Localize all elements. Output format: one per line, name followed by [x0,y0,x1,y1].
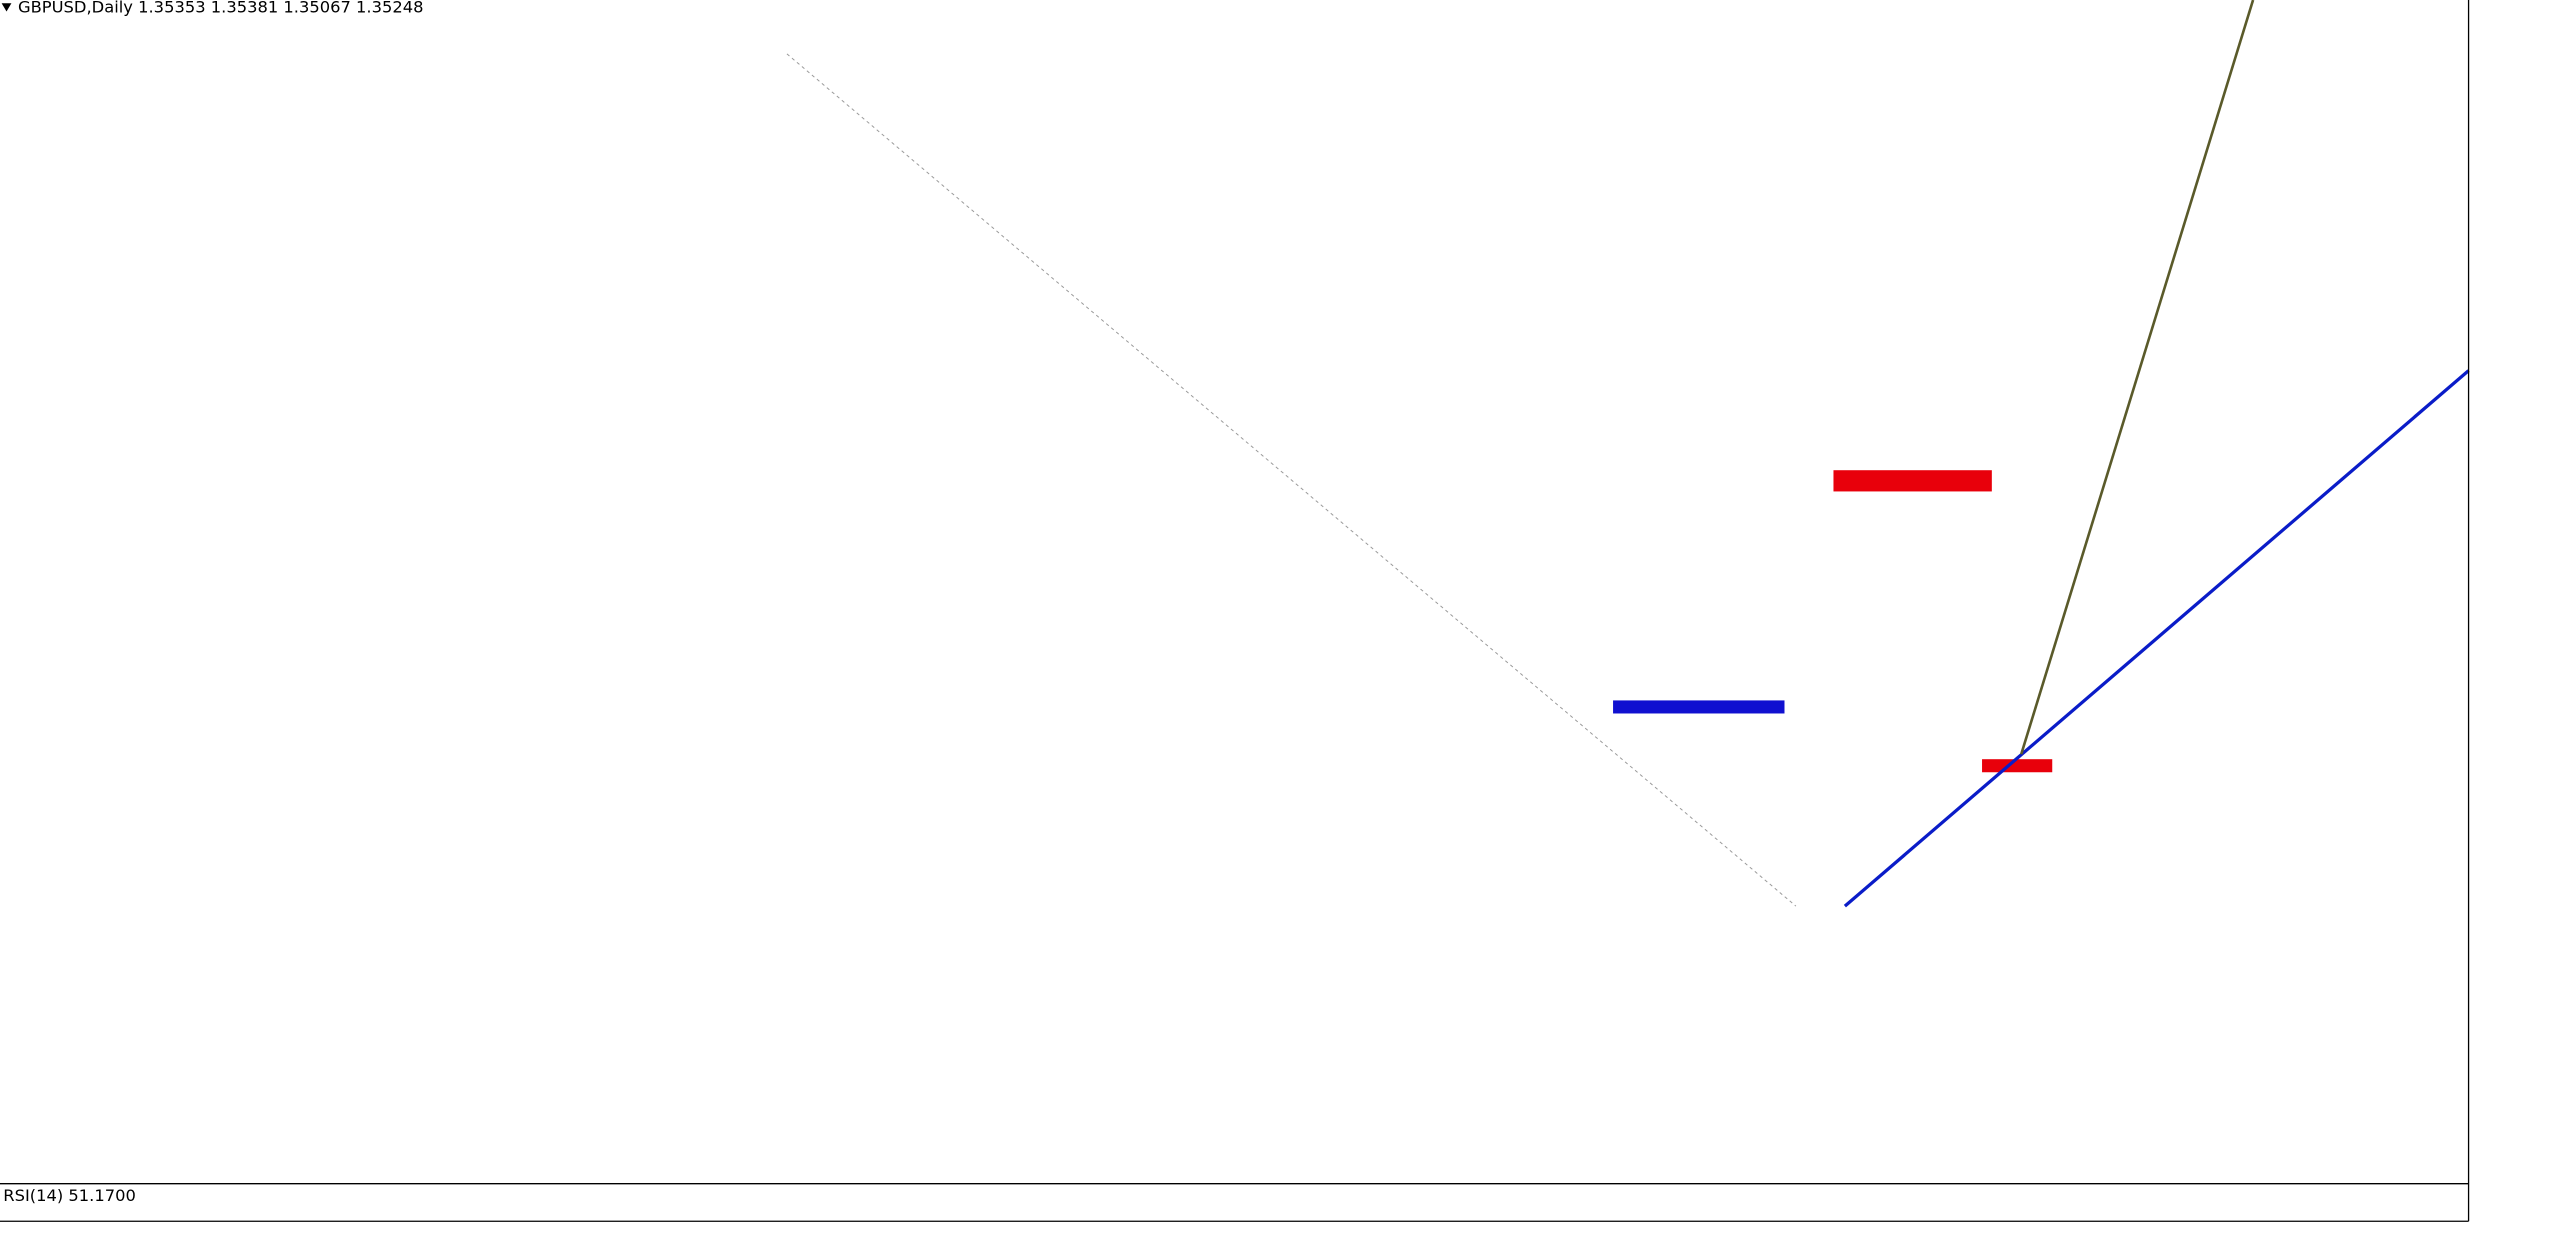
zone [1982,759,2053,773]
trend-line [2019,0,2255,755]
rsi-label: RSI(14) 51.1700 [3,1186,136,1205]
zone [1833,470,1992,492]
trend-line [1843,369,2470,908]
zone [1613,700,1785,714]
axes: GBPUSD,Daily 1.35353 1.35381 1.35067 1.3… [0,0,2470,1222]
menu-triangle [1,3,12,12]
chart-title: GBPUSD,Daily 1.35353 1.35381 1.35067 1.3… [18,0,424,17]
fib-diagonal [786,53,1797,907]
drawings [786,0,2470,908]
